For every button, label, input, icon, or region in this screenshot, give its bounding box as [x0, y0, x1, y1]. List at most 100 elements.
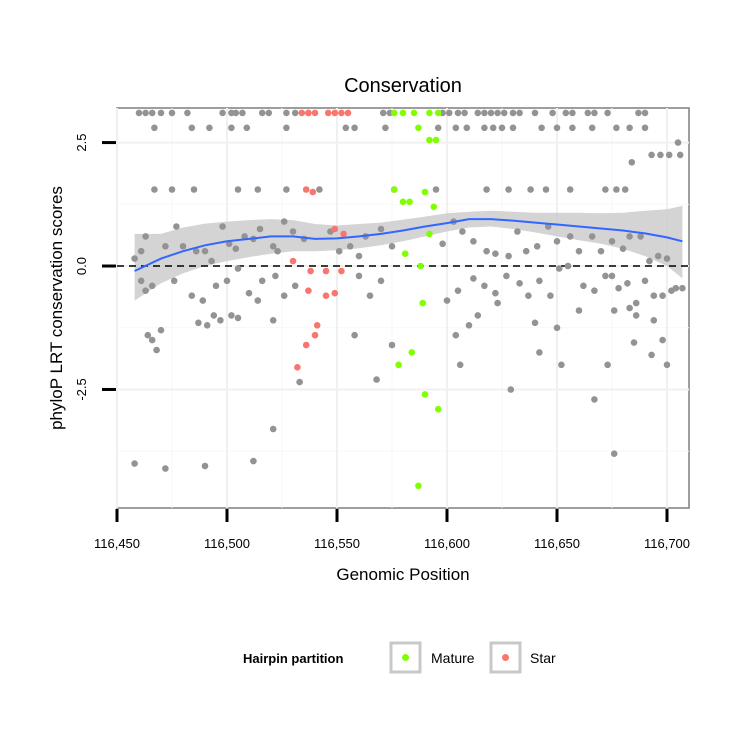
point-star [331, 289, 339, 297]
point-other [212, 282, 220, 290]
point-other [626, 124, 633, 132]
point-other [219, 223, 226, 230]
point-other [142, 233, 149, 240]
point-other [489, 124, 497, 132]
point-other [258, 277, 266, 285]
x-axis-label: Genomic Position [336, 565, 469, 584]
smooth-confidence-ribbon [134, 205, 683, 301]
point-other [624, 280, 631, 287]
point-other [498, 124, 506, 132]
point-other [162, 243, 169, 250]
point-other [610, 450, 618, 458]
point-other [494, 109, 501, 117]
point-other [148, 109, 156, 117]
point-other [470, 275, 477, 282]
point-other [481, 109, 488, 117]
point-other [663, 255, 671, 262]
point-other [505, 186, 512, 193]
point-mature [390, 109, 398, 117]
point-other [553, 324, 561, 332]
point-other [203, 322, 211, 329]
point-other [291, 282, 299, 290]
point-star [324, 109, 332, 117]
point-star [322, 292, 330, 300]
point-other [142, 287, 149, 295]
point-star [311, 109, 319, 117]
point-other [610, 307, 618, 314]
point-other [648, 151, 655, 159]
point-other [168, 109, 176, 117]
point-star [331, 225, 339, 233]
legend-label-star: Star [530, 650, 556, 666]
point-star [322, 267, 330, 275]
point-other [547, 292, 554, 300]
point-other [452, 331, 460, 339]
point-other [439, 240, 446, 248]
point-other [232, 109, 240, 117]
point-other [591, 396, 598, 403]
point-other [641, 124, 649, 132]
point-other [170, 277, 178, 285]
point-other [494, 299, 501, 307]
point-other [269, 425, 277, 433]
point-other [454, 287, 462, 295]
point-other [355, 252, 363, 260]
x-tick-label: 116,600 [424, 536, 470, 551]
smooth-line [134, 218, 683, 272]
point-other [351, 124, 358, 132]
legend-marker-star [502, 654, 509, 661]
point-other [492, 289, 499, 297]
point-other [575, 307, 583, 314]
point-mature [390, 186, 398, 193]
point-star [309, 188, 317, 196]
point-other [665, 151, 673, 159]
confidence-ribbon [134, 205, 683, 301]
point-other [459, 228, 466, 235]
point-other [481, 282, 488, 290]
point-mature [426, 230, 433, 238]
point-other [228, 124, 235, 132]
point-other [234, 186, 242, 193]
point-other [206, 124, 213, 132]
point-mature [432, 136, 440, 144]
point-other [151, 124, 158, 132]
point-other [351, 331, 358, 339]
point-other [157, 326, 165, 334]
point-other [591, 109, 598, 117]
point-other [608, 238, 616, 245]
point-other [283, 124, 290, 132]
point-other [168, 186, 176, 193]
point-other [199, 297, 207, 304]
point-other [646, 257, 653, 265]
point-other [432, 186, 440, 193]
point-other [635, 109, 642, 117]
point-star [344, 109, 352, 117]
point-other [210, 312, 218, 319]
point-other [650, 292, 658, 300]
point-other [500, 109, 508, 117]
y-tick-label: -2.5 [74, 378, 89, 400]
point-other [228, 312, 235, 319]
point-other [613, 124, 620, 132]
point-star [338, 267, 345, 275]
point-other [131, 460, 138, 467]
point-other [474, 109, 482, 117]
point-other [650, 317, 658, 324]
point-star [313, 322, 321, 329]
point-mature [417, 262, 424, 270]
point-star [307, 267, 314, 275]
point-other [525, 292, 532, 300]
point-mature [421, 391, 429, 398]
point-star [302, 341, 310, 349]
smooth-trend-line [134, 218, 683, 272]
point-other [280, 292, 288, 300]
point-other [483, 247, 490, 255]
point-other [492, 250, 499, 257]
x-tick-label: 116,500 [204, 536, 250, 551]
point-other [558, 361, 565, 369]
point-other [628, 159, 636, 166]
point-other [676, 151, 684, 159]
point-other [555, 265, 563, 272]
point-other [580, 282, 587, 290]
point-other [142, 109, 149, 117]
